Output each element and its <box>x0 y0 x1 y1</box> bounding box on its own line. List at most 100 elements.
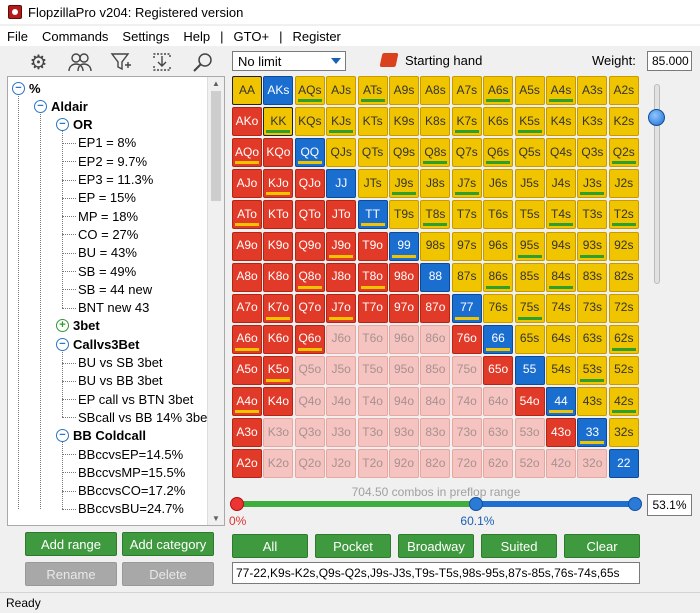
hand-cell-AA[interactable]: AA <box>232 76 262 105</box>
tree-item[interactable]: BBccvsMP=15.5% <box>78 463 185 481</box>
hand-cell-J8s[interactable]: J8s <box>420 169 451 199</box>
hand-cell-K5o[interactable]: K5o <box>263 355 294 385</box>
hand-cell-J3o[interactable]: J3o <box>326 418 357 448</box>
hand-cell-K6s[interactable]: K6s <box>483 107 514 137</box>
hand-cell-65s[interactable]: 65s <box>514 324 545 354</box>
hand-cell-74s[interactable]: 74s <box>546 293 576 323</box>
hand-cell-Q7o[interactable]: Q7o <box>294 293 325 323</box>
hand-cell-JTs[interactable]: JTs <box>357 169 388 199</box>
hand-cell-96o[interactable]: 96o <box>389 324 419 354</box>
collapse-icon[interactable]: − <box>12 81 25 95</box>
hand-cell-QJo[interactable]: QJo <box>294 169 325 199</box>
hand-cell-J8o[interactable]: J8o <box>326 262 357 292</box>
scroll-down-icon[interactable]: ▼ <box>212 514 220 523</box>
hand-cell-A4o[interactable]: A4o <box>232 387 262 416</box>
hand-cell-A7o[interactable]: A7o <box>232 293 262 323</box>
hand-cell-T4o[interactable]: T4o <box>357 387 388 416</box>
tree-item[interactable]: BNT new 43 <box>78 299 149 317</box>
hand-cell-T5s[interactable]: T5s <box>514 200 545 230</box>
menu-item-gto[interactable]: GTO+ <box>233 28 270 44</box>
hand-cell-97s[interactable]: 97s <box>451 231 482 261</box>
hand-cell-AQs[interactable]: AQs <box>294 76 325 105</box>
hand-cell-87o[interactable]: 87o <box>420 293 451 323</box>
hand-cell-42o[interactable]: 42o <box>546 449 576 479</box>
hand-cell-T8o[interactable]: T8o <box>357 262 388 292</box>
delete-button[interactable]: Delete <box>122 562 214 586</box>
hand-cell-84s[interactable]: 84s <box>546 262 576 292</box>
range-slider-track[interactable] <box>236 501 636 507</box>
users-icon[interactable] <box>66 49 94 75</box>
filter-suited-button[interactable]: Suited <box>481 534 557 558</box>
hand-cell-T9s[interactable]: T9s <box>389 200 419 230</box>
hand-cell-Q6o[interactable]: Q6o <box>294 324 325 354</box>
tree-item[interactable]: BBccvsEP=14.5% <box>78 445 183 463</box>
hand-cell-92s[interactable]: 92s <box>608 231 639 261</box>
hand-cell-84o[interactable]: 84o <box>420 387 451 416</box>
weight-slider-thumb[interactable] <box>648 109 665 126</box>
hand-cell-87s[interactable]: 87s <box>451 262 482 292</box>
hand-cell-94s[interactable]: 94s <box>546 231 576 261</box>
tree-folder[interactable]: − OR <box>56 116 93 134</box>
hand-cell-83s[interactable]: 83s <box>577 262 608 292</box>
hand-cell-98o[interactable]: 98o <box>389 262 419 292</box>
import-export-icon[interactable] <box>148 49 176 75</box>
hand-cell-92o[interactable]: 92o <box>389 449 419 479</box>
hand-cell-73s[interactable]: 73s <box>577 293 608 323</box>
hand-cell-98s[interactable]: 98s <box>420 231 451 261</box>
collapse-icon[interactable]: − <box>56 118 69 132</box>
hand-cell-T3s[interactable]: T3s <box>577 200 608 230</box>
hand-cell-KJs[interactable]: KJs <box>326 107 357 137</box>
weight-input[interactable]: 85.000 <box>647 51 692 71</box>
hand-cell-93s[interactable]: 93s <box>577 231 608 261</box>
hand-cell-JJ[interactable]: JJ <box>326 169 357 199</box>
hand-cell-A4s[interactable]: A4s <box>546 76 576 105</box>
hand-cell-Q3s[interactable]: Q3s <box>577 138 608 168</box>
hand-cell-K9o[interactable]: K9o <box>263 231 294 261</box>
hand-cell-54o[interactable]: 54o <box>514 387 545 416</box>
range-percent-input[interactable]: 53.1% <box>647 494 692 516</box>
hand-cell-K7s[interactable]: K7s <box>451 107 482 137</box>
filter-icon[interactable] <box>107 49 135 75</box>
hand-cell-KQs[interactable]: KQs <box>294 107 325 137</box>
hand-cell-J4o[interactable]: J4o <box>326 387 357 416</box>
hand-cell-Q5o[interactable]: Q5o <box>294 355 325 385</box>
hand-cell-63s[interactable]: 63s <box>577 324 608 354</box>
tree-item[interactable]: BU vs BB 3bet <box>78 372 163 390</box>
filter-all-button[interactable]: All <box>232 534 308 558</box>
hand-cell-KTs[interactable]: KTs <box>357 107 388 137</box>
hand-cell-T5o[interactable]: T5o <box>357 355 388 385</box>
hand-cell-AJs[interactable]: AJs <box>326 76 357 105</box>
hand-cell-52o[interactable]: 52o <box>514 449 545 479</box>
hand-cell-63o[interactable]: 63o <box>483 418 514 448</box>
add-category-button[interactable]: Add category <box>122 532 214 556</box>
hand-cell-K4s[interactable]: K4s <box>546 107 576 137</box>
hand-cell-A5s[interactable]: A5s <box>514 76 545 105</box>
hand-cell-A9s[interactable]: A9s <box>389 76 419 105</box>
hand-cell-53s[interactable]: 53s <box>577 355 608 385</box>
tree-item[interactable]: BU = 43% <box>78 244 137 262</box>
tree-folder[interactable]: − Callvs3Bet <box>56 335 139 353</box>
hand-cell-A3o[interactable]: A3o <box>232 418 262 448</box>
hand-cell-53o[interactable]: 53o <box>514 418 545 448</box>
hand-cell-QTo[interactable]: QTo <box>294 200 325 230</box>
range-min-handle[interactable] <box>230 497 244 511</box>
hand-cell-J3s[interactable]: J3s <box>577 169 608 199</box>
hand-cell-85s[interactable]: 85s <box>514 262 545 292</box>
hand-cell-54s[interactable]: 54s <box>546 355 576 385</box>
hand-cell-Q4s[interactable]: Q4s <box>546 138 576 168</box>
hand-cell-T4s[interactable]: T4s <box>546 200 576 230</box>
hand-cell-KTo[interactable]: KTo <box>263 200 294 230</box>
tree-item[interactable]: SBcall vs BB 14% 3bet <box>78 408 211 426</box>
hand-cell-94o[interactable]: 94o <box>389 387 419 416</box>
hand-cell-83o[interactable]: 83o <box>420 418 451 448</box>
menu-item-settings[interactable]: Settings <box>122 28 170 44</box>
hand-cell-76o[interactable]: 76o <box>451 324 482 354</box>
hand-cell-TT[interactable]: TT <box>357 200 388 230</box>
hand-cell-64s[interactable]: 64s <box>546 324 576 354</box>
hand-cell-K6o[interactable]: K6o <box>263 324 294 354</box>
hand-cell-T3o[interactable]: T3o <box>357 418 388 448</box>
tree-folder[interactable]: +3bet <box>56 317 100 335</box>
hand-cell-J6s[interactable]: J6s <box>483 169 514 199</box>
menu-item-file[interactable]: File <box>7 28 28 44</box>
hand-cell-32o[interactable]: 32o <box>577 449 608 479</box>
